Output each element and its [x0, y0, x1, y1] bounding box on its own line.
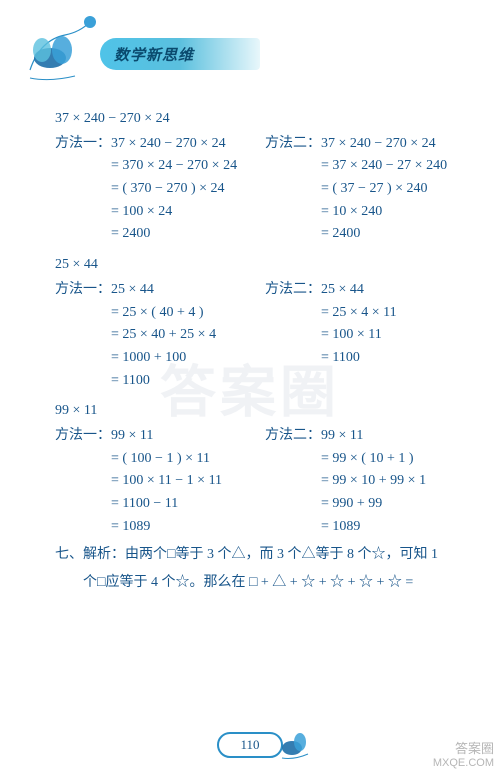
page-content: 37 × 240 − 270 × 24 方法一：37 × 240 − 270 ×… — [55, 100, 475, 594]
step: = 99 × 10 + 99 × 1 — [265, 470, 475, 492]
step: = 1089 — [55, 516, 265, 538]
step: = 100 × 24 — [55, 201, 265, 223]
section7-line1: 七、解析：由两个□等于 3 个△，而 3 个△等于 8 个☆，可知 1 — [55, 544, 475, 566]
step: = 1100 − 11 — [55, 493, 265, 515]
problem-expression: 37 × 240 − 270 × 24 — [55, 108, 475, 130]
step: = 100 × 11 − 1 × 11 — [55, 470, 265, 492]
method-head: 方法二：37 × 240 − 270 × 24 — [265, 133, 475, 155]
section7-line2: 个□应等于 4 个☆。那么在 □ + △ + ☆ + ☆ + ☆ + ☆ = — [55, 572, 475, 594]
step: = 100 × 11 — [265, 324, 475, 346]
problem-solutions: 方法一：37 × 240 − 270 × 24 = 370 × 24 − 270… — [55, 132, 475, 246]
step: = 25 × 40 + 25 × 4 — [55, 324, 265, 346]
method-expr: 37 × 240 − 270 × 24 — [321, 136, 436, 151]
step: = 990 + 99 — [265, 493, 475, 515]
method-head: 方法一：25 × 44 — [55, 279, 265, 301]
page-flourish-icon — [278, 728, 312, 762]
method-label: 方法二： — [265, 282, 321, 297]
method-head: 方法一：37 × 240 − 270 × 24 — [55, 133, 265, 155]
step: = ( 37 − 27 ) × 240 — [265, 178, 475, 200]
method1-column: 方法一：99 × 11 = ( 100 − 1 ) × 11 = 100 × 1… — [55, 424, 265, 538]
method-expr: 37 × 240 − 270 × 24 — [111, 136, 226, 151]
method-label: 方法二： — [265, 428, 321, 443]
page-title-banner: 数学新思维 — [100, 38, 260, 70]
problem-expression: 99 × 11 — [55, 400, 475, 422]
method-expr: 25 × 44 — [111, 282, 154, 297]
step: = ( 100 − 1 ) × 11 — [55, 448, 265, 470]
step: = 1100 — [55, 370, 265, 392]
corner-cn: 答案圈 — [433, 741, 494, 757]
method2-column: 方法二：25 × 44 = 25 × 4 × 11 = 100 × 11 = 1… — [265, 278, 475, 392]
problem-solutions: 方法一：25 × 44 = 25 × ( 40 + 4 ) = 25 × 40 … — [55, 278, 475, 392]
step: = 2400 — [265, 223, 475, 245]
method-head: 方法二：99 × 11 — [265, 425, 475, 447]
method-label: 方法一： — [55, 282, 111, 297]
method1-column: 方法一：37 × 240 − 270 × 24 = 370 × 24 − 270… — [55, 132, 265, 246]
method-expr: 99 × 11 — [111, 428, 153, 443]
method-head: 方法二：25 × 44 — [265, 279, 475, 301]
problem-expression: 25 × 44 — [55, 254, 475, 276]
step: = ( 370 − 270 ) × 24 — [55, 178, 265, 200]
step: = 1089 — [265, 516, 475, 538]
method-expr: 99 × 11 — [321, 428, 363, 443]
step: = 99 × ( 10 + 1 ) — [265, 448, 475, 470]
page-number-badge: 110 — [217, 732, 283, 758]
method1-column: 方法一：25 × 44 = 25 × ( 40 + 4 ) = 25 × 40 … — [55, 278, 265, 392]
method-label: 方法二： — [265, 136, 321, 151]
step: = 1100 — [265, 347, 475, 369]
problem-solutions: 方法一：99 × 11 = ( 100 − 1 ) × 11 = 100 × 1… — [55, 424, 475, 538]
step: = 37 × 240 − 27 × 240 — [265, 155, 475, 177]
header-flower-icon — [20, 10, 110, 90]
corner-watermark: 答案圈 MXQE.COM — [433, 741, 494, 770]
step: = 25 × 4 × 11 — [265, 302, 475, 324]
page-title: 数学新思维 — [114, 44, 194, 65]
method-expr: 25 × 44 — [321, 282, 364, 297]
step: = 10 × 240 — [265, 201, 475, 223]
method-label: 方法一： — [55, 136, 111, 151]
method2-column: 方法二：99 × 11 = 99 × ( 10 + 1 ) = 99 × 10 … — [265, 424, 475, 538]
method2-column: 方法二：37 × 240 − 270 × 24 = 37 × 240 − 27 … — [265, 132, 475, 246]
page-number: 110 — [240, 737, 259, 753]
corner-url: MXQE.COM — [433, 757, 494, 770]
method-head: 方法一：99 × 11 — [55, 425, 265, 447]
method-label: 方法一： — [55, 428, 111, 443]
step: = 1000 + 100 — [55, 347, 265, 369]
step: = 2400 — [55, 223, 265, 245]
step: = 370 × 24 − 270 × 24 — [55, 155, 265, 177]
step: = 25 × ( 40 + 4 ) — [55, 302, 265, 324]
